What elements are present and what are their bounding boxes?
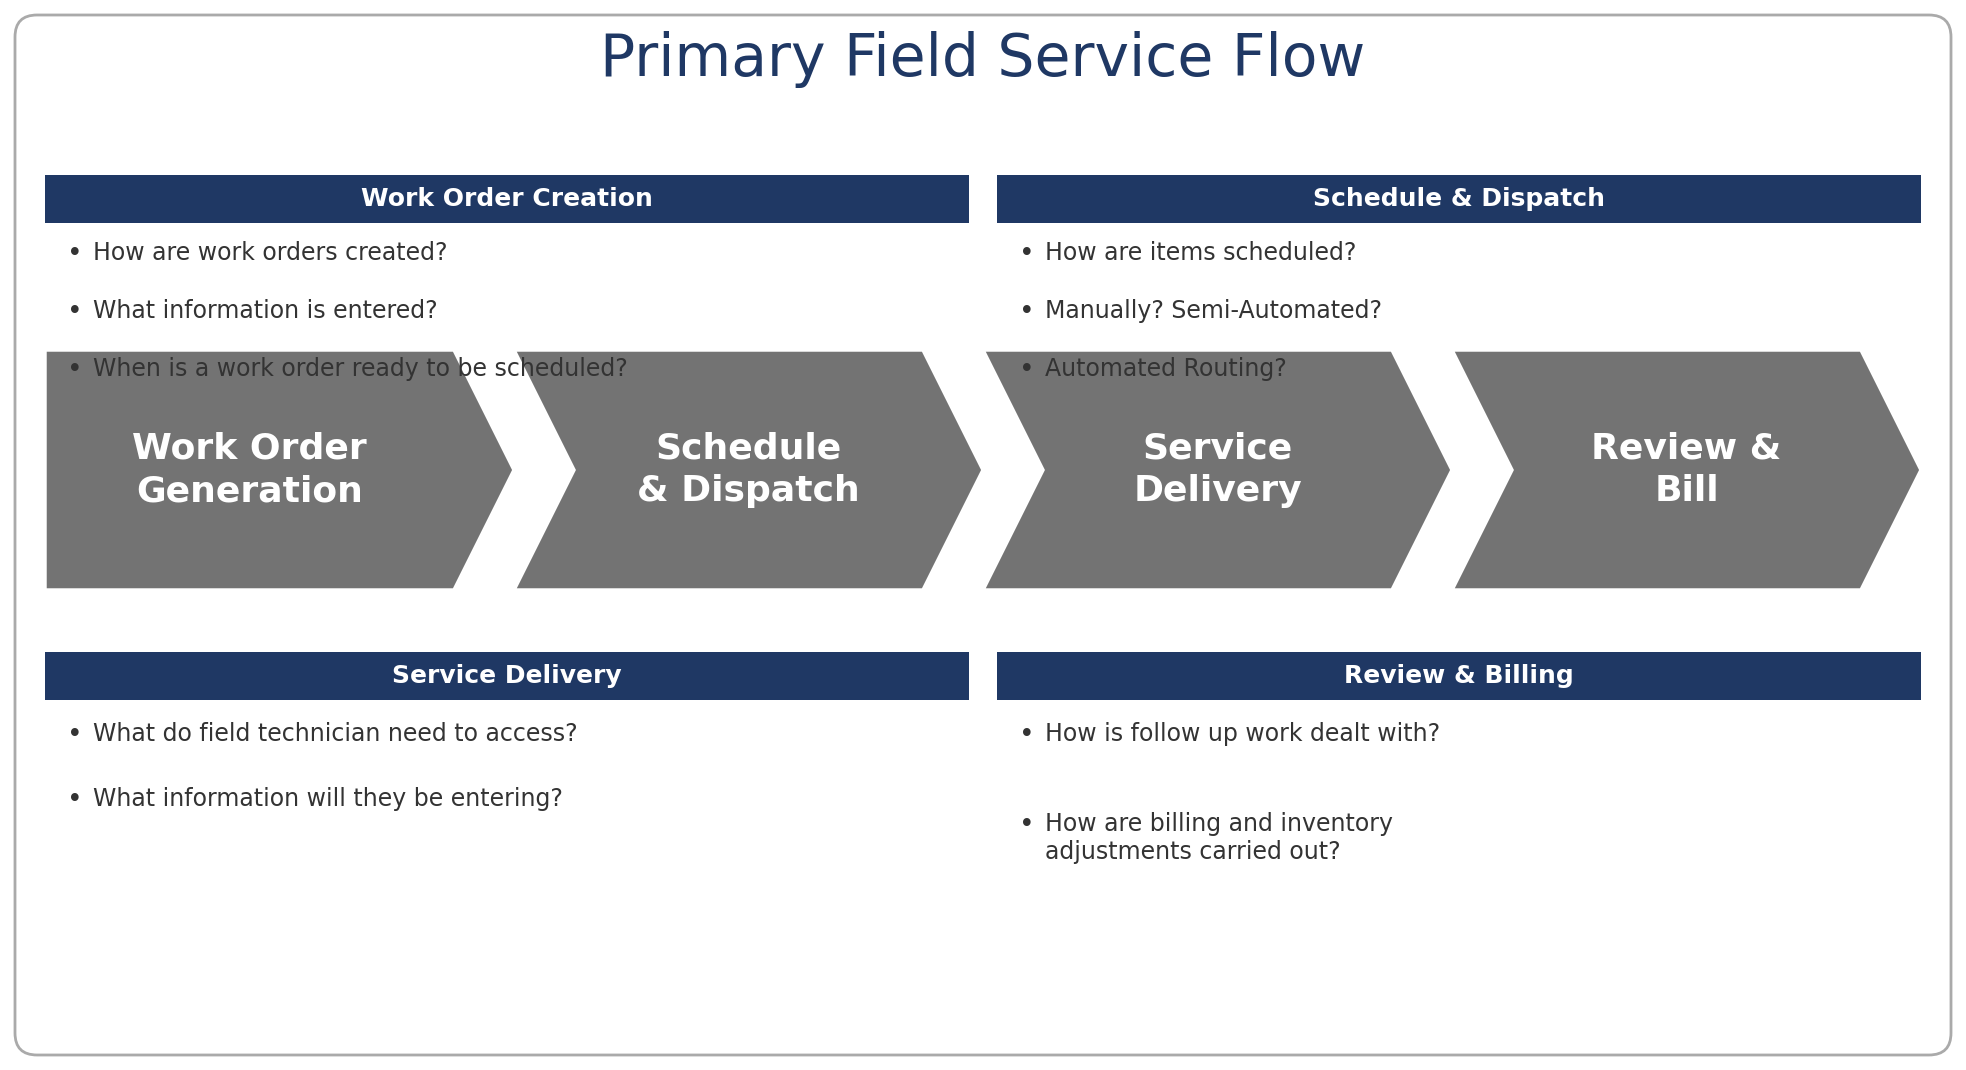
Text: •: • <box>67 241 83 268</box>
Text: What information is entered?: What information is entered? <box>92 299 438 323</box>
Text: Schedule & Dispatch: Schedule & Dispatch <box>1313 187 1604 211</box>
Text: •: • <box>67 299 83 325</box>
Text: Primary Field Service Flow: Primary Field Service Flow <box>600 31 1366 89</box>
Text: •: • <box>1018 812 1034 838</box>
Text: •: • <box>67 722 83 748</box>
Text: •: • <box>67 357 83 383</box>
Text: When is a work order ready to be scheduled?: When is a work order ready to be schedul… <box>92 357 627 381</box>
Text: Review &
Bill: Review & Bill <box>1590 432 1781 508</box>
FancyBboxPatch shape <box>997 652 1921 700</box>
FancyBboxPatch shape <box>997 175 1921 223</box>
Text: •: • <box>1018 357 1034 383</box>
Polygon shape <box>1453 350 1921 590</box>
Text: Service Delivery: Service Delivery <box>391 664 621 688</box>
Text: Work Order
Generation: Work Order Generation <box>132 432 368 508</box>
Text: •: • <box>1018 722 1034 748</box>
Polygon shape <box>513 350 983 590</box>
Text: Manually? Semi-Automated?: Manually? Semi-Automated? <box>1046 299 1382 323</box>
Text: Schedule
& Dispatch: Schedule & Dispatch <box>637 432 859 508</box>
Text: How is follow up work dealt with?: How is follow up work dealt with? <box>1046 722 1441 746</box>
Text: How are billing and inventory
adjustments carried out?: How are billing and inventory adjustment… <box>1046 812 1394 863</box>
FancyBboxPatch shape <box>16 15 1950 1055</box>
Text: How are work orders created?: How are work orders created? <box>92 241 448 265</box>
Text: Service
Delivery: Service Delivery <box>1132 432 1301 508</box>
Text: What do field technician need to access?: What do field technician need to access? <box>92 722 578 746</box>
Polygon shape <box>45 350 513 590</box>
Text: •: • <box>1018 299 1034 325</box>
Polygon shape <box>983 350 1453 590</box>
Text: •: • <box>67 788 83 813</box>
Text: Automated Routing?: Automated Routing? <box>1046 357 1288 381</box>
Text: •: • <box>1018 241 1034 268</box>
FancyBboxPatch shape <box>45 652 969 700</box>
FancyBboxPatch shape <box>45 175 969 223</box>
Text: Review & Billing: Review & Billing <box>1345 664 1575 688</box>
Text: How are items scheduled?: How are items scheduled? <box>1046 241 1357 265</box>
Text: Work Order Creation: Work Order Creation <box>362 187 653 211</box>
Text: What information will they be entering?: What information will they be entering? <box>92 788 562 811</box>
